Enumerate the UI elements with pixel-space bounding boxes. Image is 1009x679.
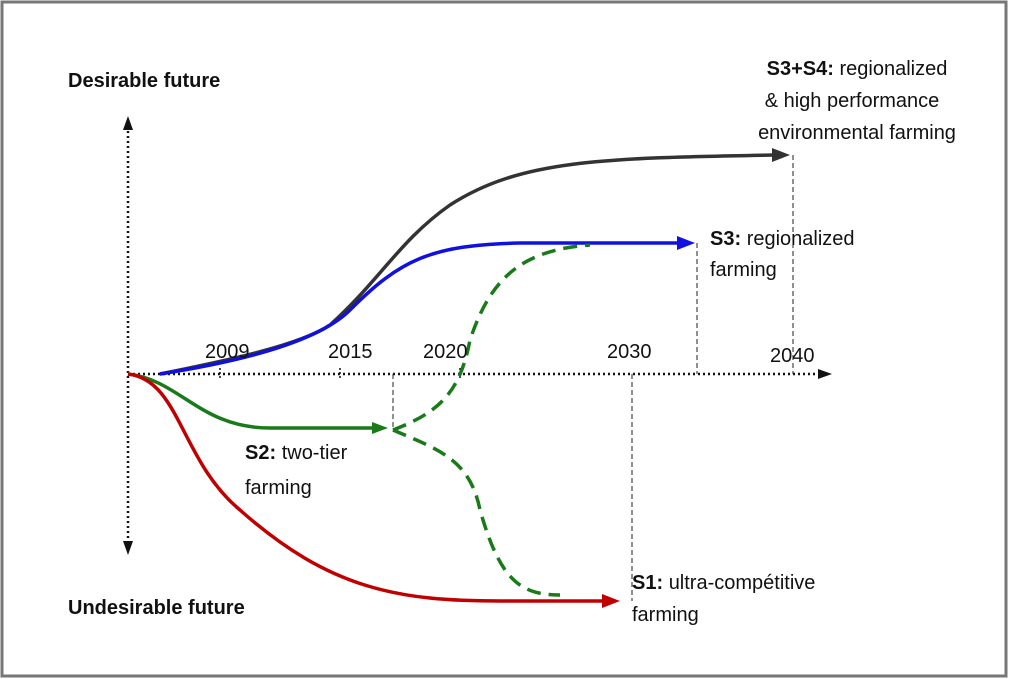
scenario-line: regionalized	[839, 58, 947, 80]
scenario-line: environmental farming	[758, 122, 956, 144]
curves	[127, 153, 776, 603]
curve-arrows	[372, 148, 790, 608]
scenario-code: S2:	[245, 442, 276, 464]
scenario-line: farming	[245, 477, 312, 499]
guides	[392, 155, 794, 601]
scenario-line: regionalized	[747, 228, 855, 250]
curve-s3	[159, 241, 680, 376]
arrowhead	[372, 422, 388, 434]
scenario-label: S3+S4: regionalized	[767, 58, 948, 80]
curve-s1	[127, 372, 605, 603]
arrowhead	[123, 116, 133, 130]
scenario-label: S3: regionalized	[710, 228, 855, 250]
scenario-code: S3:	[710, 228, 741, 250]
year-label: 2015	[328, 341, 373, 363]
scenario-label: S1: ultra-compétitive	[632, 572, 815, 594]
scenario-line: & high performance	[765, 90, 940, 112]
arrowhead	[602, 594, 620, 608]
year-label: 2009	[205, 341, 250, 363]
scenario-line: ultra-compétitive	[669, 572, 816, 594]
bottom-label: Undesirable future	[68, 597, 245, 619]
axes	[126, 126, 820, 545]
year-label: 2030	[607, 341, 652, 363]
arrowhead	[818, 369, 832, 379]
arrowhead	[772, 148, 790, 162]
scenario-label: S2: two-tier	[245, 442, 348, 464]
scenario-code: S3+S4:	[767, 58, 834, 80]
year-label: 2020	[423, 341, 468, 363]
scenario-line: farming	[710, 259, 777, 281]
arrowhead	[677, 236, 695, 250]
arrowhead	[123, 541, 133, 555]
scenario-code: S1:	[632, 572, 663, 594]
year-label: 2040	[770, 345, 815, 367]
curve-s2-down	[392, 428, 561, 597]
scenario-line: two-tier	[282, 442, 348, 464]
top-label: Desirable future	[68, 70, 220, 92]
scenario-line: farming	[632, 604, 699, 626]
curve-s2	[127, 372, 375, 430]
axis-arrows	[123, 116, 832, 555]
